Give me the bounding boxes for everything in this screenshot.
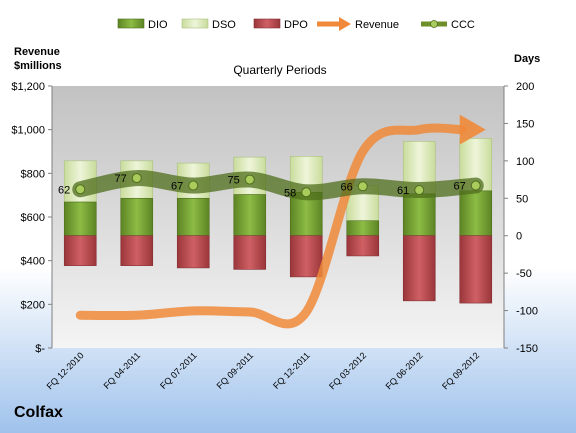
revenue-line [75, 123, 467, 329]
dio-bar [459, 190, 493, 237]
left-axis-title-line2: $millions [14, 60, 62, 72]
right-tick-label: 150 [516, 118, 534, 130]
legend-swatch-dio [117, 18, 145, 29]
ccc-data-label: 66 [341, 181, 353, 193]
right-tick-label: 50 [516, 193, 528, 205]
right-axis: -150 -100 -50 0 50 100 150 200 [503, 81, 538, 355]
category-axis: FQ 12-2010 FQ 04-2011 FQ 07-2011 FQ 09-2011… [45, 350, 482, 391]
legend-swatch-revenue [317, 17, 351, 31]
dio-bar [402, 193, 436, 237]
category-label: FQ 09-2011 [215, 350, 256, 391]
right-tick-label: -100 [516, 306, 538, 318]
ccc-point [75, 184, 86, 195]
category-label: FQ 07-2011 [158, 350, 199, 391]
chart-title: Quarterly Periods [233, 63, 326, 77]
dio-bar [176, 197, 210, 237]
ccc-point [244, 174, 255, 185]
legend-swatch-dso [181, 18, 209, 29]
ccc-data-label: 77 [115, 173, 127, 185]
revenue-arrowhead [459, 114, 486, 145]
legend-label-dso: DSO [212, 19, 236, 31]
right-tick-label: 100 [516, 156, 534, 168]
category-label: FQ 04-2011 [102, 350, 143, 391]
category-label: FQ 06-2012 [384, 350, 425, 391]
dpo-bar [346, 235, 380, 257]
left-axis: $- $200 $400 $600 $800 $1,000 $1,200 [11, 81, 53, 355]
ccc-point [414, 185, 425, 196]
ccc-data-label: 62 [58, 184, 70, 196]
right-tick-label: -150 [516, 343, 538, 355]
dpo-bar [120, 235, 154, 266]
dpo-bar [459, 235, 493, 304]
ccc-data-label: 75 [228, 175, 240, 187]
revenue-layer [75, 114, 486, 329]
ccc-data-label: 61 [397, 185, 409, 197]
dpo-bar [289, 235, 323, 278]
ccc-point [301, 187, 312, 198]
left-tick-label: $400 [21, 256, 45, 268]
ccc-data-label: 67 [454, 181, 466, 193]
ccc-layer: 62 77 67 75 58 66 61 67 [58, 170, 484, 201]
left-tick-label: $200 [21, 299, 45, 311]
left-tick-label: $600 [21, 212, 45, 224]
right-tick-label: 200 [516, 81, 534, 93]
right-tick-label: 0 [516, 231, 522, 243]
right-axis-title: Days [514, 53, 540, 65]
left-tick-label: $1,000 [11, 125, 45, 137]
ccc-point [470, 180, 481, 191]
ccc-point [357, 181, 368, 192]
left-tick-label: $1,200 [11, 81, 45, 93]
dio-bar [120, 197, 154, 237]
dpo-bar [402, 235, 436, 302]
left-tick-label: $800 [21, 168, 45, 180]
dpo-bar [63, 235, 97, 266]
left-axis-title-line1: Revenue [14, 46, 60, 58]
company-name: Colfax [14, 404, 63, 421]
ccc-point [131, 173, 142, 184]
dpo-bar [233, 235, 267, 270]
legend-swatch-dpo [253, 18, 281, 29]
dio-bar [63, 201, 97, 237]
category-label: FQ 03-2012 [327, 350, 368, 391]
category-label: FQ 12-2010 [45, 350, 86, 391]
legend-label-ccc: CCC [451, 19, 475, 31]
left-tick-label: $- [35, 343, 45, 355]
dpo-bar [176, 235, 210, 269]
bars-layer [63, 138, 493, 304]
legend-swatch-ccc [421, 20, 447, 28]
dio-bar [233, 194, 267, 237]
ccc-point [188, 180, 199, 191]
right-tick-label: -50 [516, 268, 532, 280]
category-label: FQ 12-2011 [271, 350, 312, 391]
ccc-data-label: 67 [171, 181, 183, 193]
category-label: FQ 09-2012 [440, 350, 481, 391]
ccc-data-label: 58 [284, 187, 296, 199]
legend-label-dio: DIO [148, 19, 168, 31]
legend-label-revenue: Revenue [355, 19, 399, 31]
legend: DIO DSO DPO Revenue CCC [117, 17, 475, 31]
legend-label-dpo: DPO [284, 19, 308, 31]
dio-bar [346, 220, 380, 237]
